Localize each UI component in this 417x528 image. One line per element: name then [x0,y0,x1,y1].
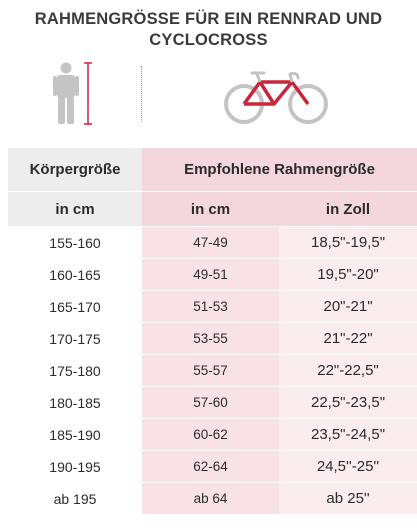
cell-height: 155-160 [8,226,142,259]
icon-divider [141,66,142,122]
table-row: 185-190 60-62 23,5"-24,5" [8,418,417,451]
cell-height: 175-180 [8,354,142,387]
unit-body-cm: in cm [8,191,142,227]
cell-height: 170-175 [8,322,142,355]
cell-frame-inch: 21"-22" [279,322,417,355]
table-row: ab 195 ab 64 ab 25'' [8,482,417,515]
table-row: 180-185 57-60 22,5"-23,5" [8,386,417,419]
table-row: 175-180 55-57 22"-22,5" [8,354,417,387]
cell-frame-inch: 20"-21" [279,290,417,323]
cell-frame-cm: 55-57 [142,354,279,387]
title-line-1: RAHMENGRÖSSE FÜR EIN RENNRAD UND [34,10,383,28]
cell-frame-inch: 24,5''-25'' [279,450,417,483]
cell-frame-cm: 47-49 [142,226,279,259]
cell-frame-inch: ab 25'' [279,482,417,515]
table-header-row: Körpergröße Empfohlene Rahmengröße [8,148,417,192]
cell-frame-inch: 23,5"-24,5" [279,418,417,451]
cell-frame-inch: 22"-22,5" [279,354,417,387]
table-row: 165-170 51-53 20"-21" [8,290,417,323]
table-unit-row: in cm in cm in Zoll [8,191,417,227]
cell-frame-inch: 18,5"-19,5" [279,226,417,259]
person-height-icon [53,62,92,125]
cell-frame-cm: 57-60 [142,386,279,419]
header-body-size: Körpergröße [8,148,142,192]
road-bike-frame-icon [224,71,328,124]
table-row: 170-175 53-55 21"-22" [8,322,417,355]
icon-row [0,50,417,132]
title-line-2: CYCLOCROSS [149,31,268,49]
cell-frame-cm: 62-64 [142,450,279,483]
table-row: 160-165 49-51 19,5"-20" [8,258,417,291]
cell-frame-cm: 51-53 [142,290,279,323]
unit-frame-cm: in cm [142,191,279,227]
cell-frame-cm: 49-51 [142,258,279,291]
table-row: 155-160 47-49 18,5"-19,5" [8,226,417,259]
cell-height: 190-195 [8,450,142,483]
header-recommended-frame: Empfohlene Rahmengröße [142,148,417,192]
cell-height: ab 195 [8,482,142,515]
cell-frame-cm: ab 64 [142,482,279,515]
cell-frame-inch: 19,5"-20" [279,258,417,291]
unit-frame-inch: in Zoll [279,191,417,227]
frame-size-table: Körpergröße Empfohlene Rahmengröße in cm… [8,148,417,515]
cell-frame-cm: 53-55 [142,322,279,355]
cell-height: 185-190 [8,418,142,451]
cell-height: 165-170 [8,290,142,323]
page-title: RAHMENGRÖSSE FÜR EIN RENNRAD UND CYCLOCR… [0,0,417,50]
cell-frame-inch: 22,5"-23,5" [279,386,417,419]
table-row: 190-195 62-64 24,5''-25'' [8,450,417,483]
cell-height: 180-185 [8,386,142,419]
cell-height: 160-165 [8,258,142,291]
cell-frame-cm: 60-62 [142,418,279,451]
